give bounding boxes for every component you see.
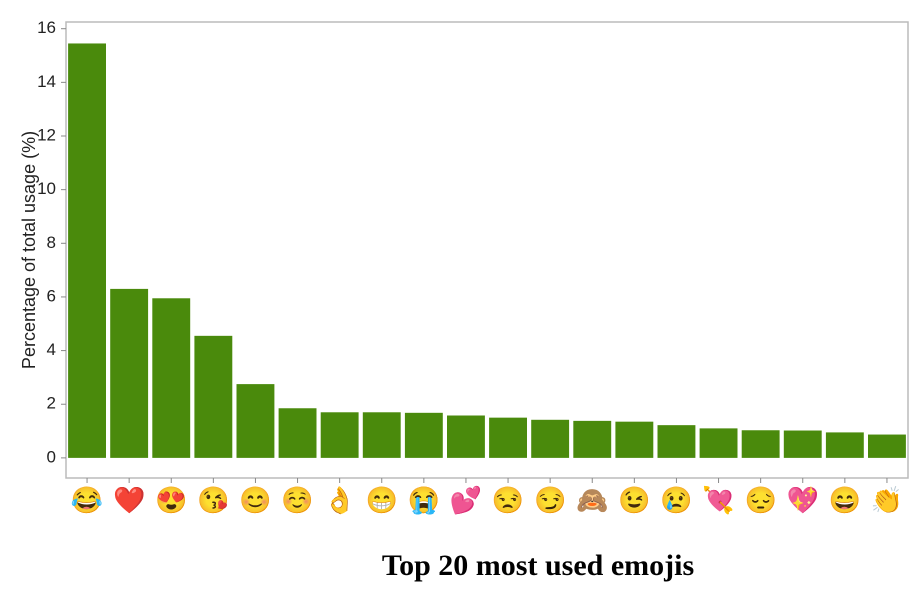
x-tick-label: 😄	[829, 485, 861, 515]
bar	[320, 412, 359, 458]
bar	[404, 412, 443, 458]
x-tick-label: 😊	[239, 485, 271, 515]
bar	[699, 428, 738, 458]
bar	[783, 430, 822, 458]
y-tick-label: 8	[47, 233, 56, 252]
y-tick-label: 10	[37, 179, 56, 198]
x-tick-label: 💖	[787, 485, 820, 515]
x-tick-label: 👏	[871, 485, 903, 515]
bar	[615, 421, 654, 458]
x-tick-label: 😉	[618, 485, 650, 515]
bar	[152, 298, 191, 458]
bar	[447, 415, 485, 458]
x-tick-label: 😁	[366, 485, 398, 515]
bar	[362, 412, 401, 458]
x-tick-label: 😭	[408, 485, 440, 515]
y-tick-label: 16	[37, 18, 56, 37]
bar	[573, 420, 612, 458]
x-tick-label: 😏	[534, 485, 566, 515]
x-tick-label: 💘	[702, 485, 734, 515]
bar	[657, 425, 696, 458]
bar	[110, 288, 149, 458]
plot-frame	[65, 21, 909, 479]
x-tick-label: 😘	[197, 485, 229, 515]
x-tick-label: 💕	[450, 485, 482, 515]
bar	[825, 432, 864, 458]
x-tick-label: ☺️	[281, 485, 313, 515]
y-tick-label: 2	[47, 394, 56, 413]
y-tick-label: 4	[47, 340, 56, 359]
bar	[278, 408, 317, 458]
x-tick-label: 🙈	[576, 485, 608, 515]
bar	[868, 434, 906, 458]
x-tick-label: 😢	[660, 485, 692, 515]
chart-title: Top 20 most used emojis	[382, 549, 694, 582]
x-tick-label: 😒	[492, 485, 524, 515]
x-tick-label: 😔	[744, 485, 776, 515]
y-tick-label: 0	[47, 447, 56, 466]
x-tick-label: 👌	[323, 485, 355, 515]
bar	[68, 43, 106, 458]
x-tick-label: ❤️	[113, 485, 146, 515]
y-tick-label: 12	[37, 125, 56, 144]
y-tick-label: 14	[37, 72, 56, 91]
bar	[741, 430, 780, 458]
bar	[194, 335, 233, 458]
bar	[489, 417, 527, 458]
x-tick-label: 😍	[155, 485, 187, 515]
y-axis-label: Percentage of total usage (%)	[19, 131, 39, 369]
x-tick-label: 😂	[71, 485, 103, 515]
bar	[236, 384, 275, 458]
bar	[531, 419, 570, 458]
y-tick-label: 6	[47, 286, 56, 305]
